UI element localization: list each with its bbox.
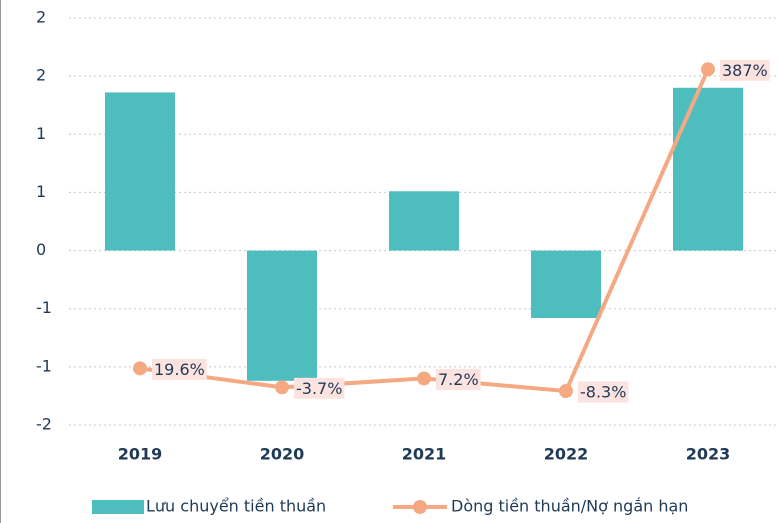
data-label-bg [720,59,770,81]
line-point [701,62,715,77]
bar [673,87,743,251]
x-tick-label: 2019 [118,445,163,464]
line-point [559,384,573,399]
x-tick-label: 2021 [402,445,447,464]
y-tick-label: -1 [36,356,52,375]
data-label: -3.7% [294,377,345,399]
y-tick-label: 1 [36,124,46,143]
line-point [133,361,147,376]
x-tick-label: 2023 [686,445,731,464]
y-tick-label: 2 [36,66,46,85]
line-point [417,371,431,386]
legend-swatch [413,500,427,514]
data-label-text: 7.2% [438,370,479,389]
data-label: 7.2% [436,368,481,390]
y-tick-label: 2 [36,8,46,27]
bar [247,250,317,381]
data-label: -8.3% [578,381,629,403]
bar [531,250,601,319]
data-label-bg [152,358,207,380]
bar [105,92,175,251]
y-tick-label: -1 [36,298,52,317]
x-tick-label: 2022 [544,445,589,464]
x-tick-label: 2020 [260,445,305,464]
data-label: 19.6% [152,358,207,380]
data-label-bg [436,368,481,390]
data-label-text: 387% [722,61,768,80]
data-label-text: -8.3% [580,383,626,402]
legend-swatch [92,500,144,514]
line-point [275,380,289,395]
legend-label: Dòng tiền thuần/Nợ ngắn hạn [451,497,688,516]
data-label-text: -3.7% [296,379,342,398]
data-label-bg [294,377,345,399]
legend-label: Lưu chuyển tiền thuần [146,497,326,516]
data-label-bg [578,381,629,403]
data-label-text: 19.6% [154,360,205,379]
data-label: 387% [720,59,770,81]
bar [389,191,459,251]
y-tick-label: -2 [36,415,52,434]
y-tick-label: 0 [36,240,46,259]
y-tick-label: 1 [36,182,46,201]
